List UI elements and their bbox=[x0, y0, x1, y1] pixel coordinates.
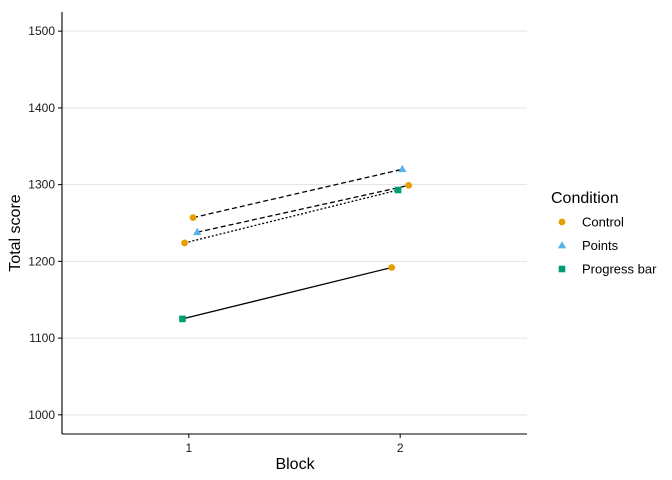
y-tick-label: 1000 bbox=[28, 408, 55, 422]
point-control bbox=[181, 239, 188, 247]
y-tick-label: 1400 bbox=[28, 101, 55, 115]
segment-dashed bbox=[197, 184, 409, 233]
y-gridlines bbox=[62, 30, 527, 416]
point-progress-bar bbox=[394, 186, 402, 194]
y-tick-label: 1100 bbox=[29, 331, 55, 345]
point-points bbox=[193, 227, 202, 236]
point-control bbox=[388, 264, 396, 271]
y-tick-label: 1500 bbox=[28, 24, 55, 38]
data-points bbox=[179, 164, 413, 323]
legend-key-progress-bar bbox=[558, 265, 566, 273]
y-tick-label: 1200 bbox=[28, 254, 55, 268]
legend-title: Condition bbox=[551, 190, 619, 207]
legend-label: Control bbox=[582, 215, 624, 230]
legend-key-points bbox=[557, 241, 567, 249]
legend-label: Points bbox=[582, 238, 619, 253]
point-points bbox=[398, 164, 407, 173]
legend-label: Progress bar bbox=[582, 262, 657, 277]
y-tick-label: 1300 bbox=[28, 178, 55, 192]
segment-dotted bbox=[184, 189, 399, 244]
legend: Condition Control Points Progress bar bbox=[551, 190, 657, 277]
x-tick-label: 1 bbox=[185, 441, 192, 455]
paired-lines bbox=[182, 168, 409, 320]
legend-key-control bbox=[558, 218, 566, 226]
segment-solid bbox=[182, 266, 392, 320]
point-control bbox=[189, 214, 197, 222]
x-tick-label: 2 bbox=[397, 441, 404, 455]
axes bbox=[61, 12, 527, 435]
y-axis-title: Total score bbox=[7, 194, 24, 271]
point-progress-bar bbox=[179, 315, 186, 323]
point-control bbox=[405, 182, 413, 189]
y-axis-ticks: 1000 1100 1200 1300 1400 1500 bbox=[28, 24, 62, 422]
x-axis-title: Block bbox=[275, 456, 315, 473]
segment-dashed bbox=[192, 168, 403, 219]
